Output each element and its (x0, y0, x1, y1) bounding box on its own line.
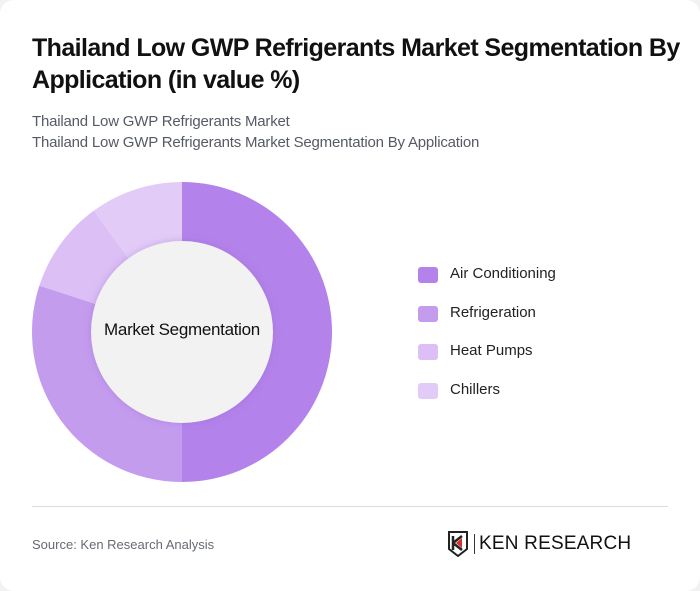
legend-swatch-icon (418, 382, 438, 399)
logo-text: KEN RESEARCH (479, 533, 632, 554)
page-title: Thailand Low GWP Refrigerants Market Seg… (32, 34, 680, 94)
legend-item-air-conditioning[interactable]: Air Conditioning (418, 264, 556, 303)
source-note: Source: Ken Research Analysis (32, 537, 215, 552)
footer-divider (32, 506, 668, 507)
donut-chart (31, 182, 332, 482)
legend-label: Chillers (450, 380, 501, 398)
legend-item-refrigeration[interactable]: Refrigeration (418, 303, 556, 342)
subtitle-market: Thailand Low GWP Refrigerants Market (32, 113, 290, 130)
legend-label: Heat Pumps (450, 342, 533, 359)
ken-research-shield-icon (448, 531, 468, 557)
legend-label: Air Conditioning (450, 265, 556, 282)
ken-research-logo: KEN RESEARCH (447, 530, 631, 558)
subtitle-segmentation: Thailand Low GWP Refrigerants Market Seg… (32, 134, 480, 151)
chart-legend: Air Conditioning Refrigeration Heat Pump… (418, 264, 556, 418)
logo-separator (474, 534, 475, 554)
legend-swatch-icon (418, 344, 438, 360)
legend-item-chillers[interactable]: Chillers (418, 380, 556, 419)
legend-swatch-icon (418, 267, 438, 283)
legend-item-heat-pumps[interactable]: Heat Pumps (418, 341, 556, 380)
donut-center-label: Market Segmentation (104, 320, 260, 339)
legend-swatch-icon (418, 305, 438, 322)
donut-hole (91, 241, 273, 423)
legend-label: Refrigeration (450, 303, 536, 321)
